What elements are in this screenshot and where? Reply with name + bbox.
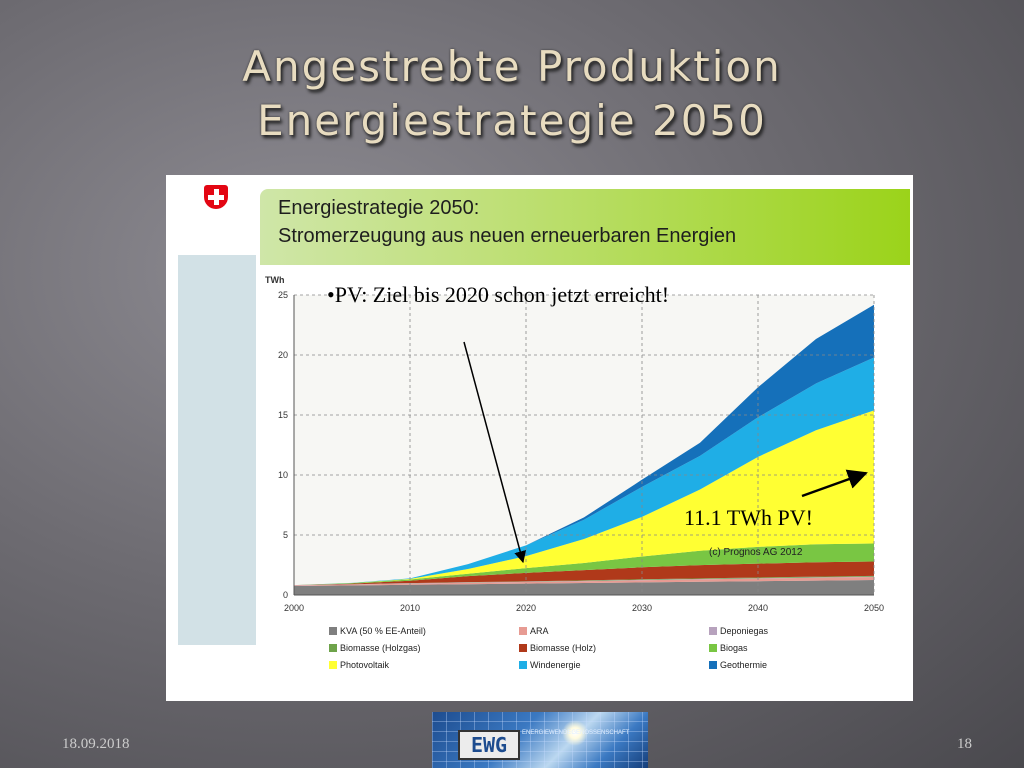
y-tick-label: 20 bbox=[278, 350, 288, 360]
series-area-6 bbox=[294, 410, 874, 586]
chart-header-line1: Energiestrategie 2050: bbox=[278, 197, 480, 219]
y-axis-unit-label: TWh bbox=[265, 275, 285, 285]
legend-swatch bbox=[519, 627, 527, 635]
legend-label: KVA (50 % EE-Anteil) bbox=[340, 626, 426, 636]
legend-label: Biomasse (Holzgas) bbox=[340, 643, 421, 653]
slide-title: Angestrebte Produktion Energiestrategie … bbox=[0, 40, 1024, 148]
x-tick-label: 2020 bbox=[516, 603, 536, 613]
logo-subtext: ENERGIEWENDEGENOSSENSCHAFT bbox=[522, 730, 630, 736]
legend-label: Photovoltaik bbox=[340, 660, 390, 670]
swiss-flag-icon bbox=[204, 185, 228, 209]
legend-swatch bbox=[709, 644, 717, 652]
series-area-4 bbox=[294, 561, 874, 586]
legend-label: Biogas bbox=[720, 643, 748, 653]
legend-swatch bbox=[329, 627, 337, 635]
legend-label: Geothermie bbox=[720, 660, 767, 670]
slide-title-line2: Energiestrategie 2050 bbox=[257, 96, 767, 145]
y-tick-label: 25 bbox=[278, 290, 288, 300]
x-tick-label: 2030 bbox=[632, 603, 652, 613]
chart-header-line2: Stromerzeugung aus neuen erneuerbaren En… bbox=[278, 225, 737, 247]
chart-area: TWh 0 5 10 15 20 25 2000 2010 2020 2030 2040 2050 (c)… bbox=[257, 265, 897, 679]
legend-label: Deponiegas bbox=[720, 626, 769, 636]
sun-icon bbox=[562, 720, 588, 746]
annotation-pv-goal: •PV: Ziel bis 2020 schon jetzt erreicht! bbox=[327, 282, 670, 307]
series-area-3 bbox=[294, 575, 874, 586]
y-tick-label: 15 bbox=[278, 410, 288, 420]
footer-page-number: 18 bbox=[957, 736, 972, 752]
legend-swatch bbox=[709, 661, 717, 669]
chart-panel: Energiestrategie 2050: Stromerzeugung au… bbox=[166, 175, 913, 701]
series-area-2 bbox=[294, 576, 874, 586]
y-tick-label: 5 bbox=[283, 530, 288, 540]
legend-label: Windenergie bbox=[530, 660, 581, 670]
legend-swatch bbox=[519, 661, 527, 669]
x-tick-label: 2010 bbox=[400, 603, 420, 613]
legend-swatch bbox=[329, 644, 337, 652]
logo-brand: EWG bbox=[458, 730, 520, 760]
x-tick-label: 2000 bbox=[284, 603, 304, 613]
series-area-1 bbox=[294, 577, 874, 586]
ewg-logo: EWG ENERGIEWENDEGENOSSENSCHAFT bbox=[432, 712, 648, 768]
chart-credit: (c) Prognos AG 2012 bbox=[709, 547, 803, 558]
legend-label: Biomasse (Holz) bbox=[530, 643, 596, 653]
y-tick-label: 0 bbox=[283, 590, 288, 600]
legend-swatch bbox=[329, 661, 337, 669]
series-area-0 bbox=[294, 580, 874, 595]
x-tick-label: 2050 bbox=[864, 603, 884, 613]
side-strip bbox=[178, 255, 256, 645]
legend-swatch bbox=[709, 627, 717, 635]
y-tick-label: 10 bbox=[278, 470, 288, 480]
legend-swatch bbox=[519, 644, 527, 652]
annotation-pv-2050: 11.1 TWh PV! bbox=[684, 505, 813, 530]
x-tick-label: 2040 bbox=[748, 603, 768, 613]
footer-date: 18.09.2018 bbox=[62, 736, 130, 752]
slide-title-line1: Angestrebte Produktion bbox=[242, 42, 782, 91]
stacked-area-chart: TWh 0 5 10 15 20 25 2000 2010 2020 2030 2040 2050 (c)… bbox=[265, 275, 884, 670]
legend-label: ARA bbox=[530, 626, 549, 636]
chart-header: Energiestrategie 2050: Stromerzeugung au… bbox=[260, 189, 910, 265]
series-area-5 bbox=[294, 543, 874, 586]
